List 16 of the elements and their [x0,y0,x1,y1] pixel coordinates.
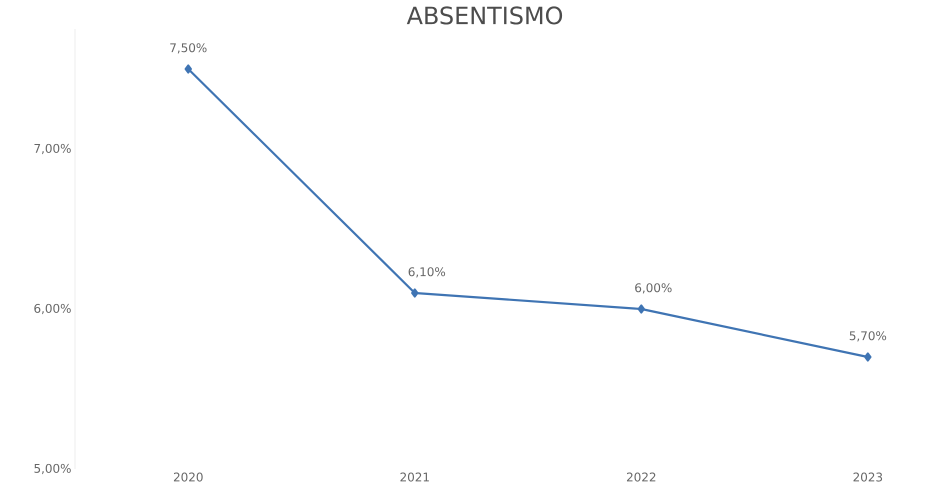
point [184,64,192,74]
x-tick-label: 2020 [174,472,203,482]
data-label: 5,70% [850,331,886,342]
point [638,304,646,314]
x-tick-label: 2022 [626,472,656,482]
chart-title: ABSENTISMO [406,6,562,24]
x-tick-label: 2023 [853,472,882,482]
data-label: 6,00% [635,283,672,294]
y-tick-label: 6,00% [34,304,71,314]
data-label: 6,10% [408,267,446,278]
x-tick-label: 2021 [400,472,429,482]
y-tick-label: 7,00% [34,144,71,154]
y-tick-label: 5,00% [34,464,71,474]
data-label: 7,50% [170,43,207,54]
point [411,288,418,298]
point [864,352,872,362]
